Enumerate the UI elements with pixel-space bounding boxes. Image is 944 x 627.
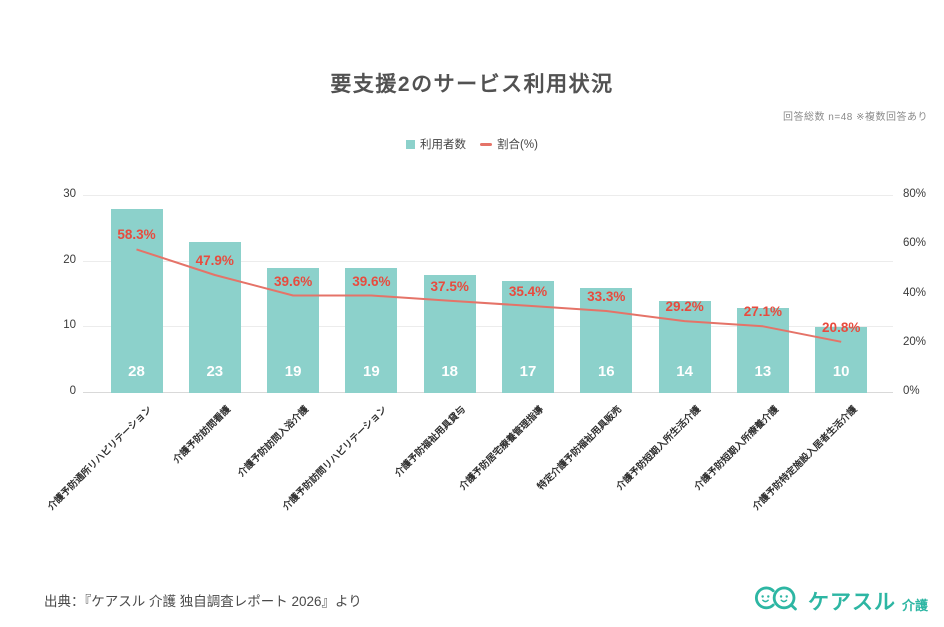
left-axis-tick-label: 30 [63, 188, 76, 200]
percent-label: 37.5% [430, 278, 469, 294]
left-axis-tick-label: 0 [69, 385, 76, 397]
legend-users-label: 利用者数 [420, 139, 467, 151]
category-label: 介護予防居宅療養管理指導 [457, 404, 546, 493]
bar [815, 327, 868, 393]
logo-brand-suffix: 介護 [901, 598, 928, 613]
category-label: 介護予防訪問入浴介護 [236, 404, 312, 480]
percent-label: 20.8% [822, 319, 861, 335]
percent-label: 27.1% [743, 304, 783, 320]
bar-series-swatch-icon [406, 139, 416, 149]
bar-value-label: 10 [832, 363, 850, 380]
sample-size-note: 回答総数 n=48 ※複数回答あり [783, 112, 928, 123]
source-citation: 出典：『ケアスル 介護 独自調査レポート 2026』より [44, 594, 362, 609]
bar-value-label: 18 [441, 363, 459, 380]
percent-label: 39.6% [273, 273, 313, 289]
bar-value-label: 14 [676, 363, 693, 380]
chart-title: 要支援2のサービス利用状況 [330, 73, 614, 96]
logo-brand-text: ケアスル [807, 591, 896, 614]
percent-label: 29.2% [665, 299, 704, 315]
left-axis-tick-label: 10 [63, 319, 76, 332]
bar-value-label: 16 [597, 363, 615, 380]
left-axis-tick-label: 20 [63, 253, 76, 266]
bar-value-label: 19 [284, 363, 302, 380]
category-label: 介護予防短期入所療養介護 [692, 404, 781, 493]
right-axis-tick-label: 0% [903, 385, 920, 397]
right-axis-tick-label: 60% [903, 237, 927, 250]
gridline [83, 195, 893, 196]
percent-label: 35.4% [508, 283, 548, 299]
percent-label: 47.9% [195, 253, 234, 268]
category-label: 介護予防通所リハビリテーション [45, 404, 155, 513]
caresul-smiley-faces-icon [754, 586, 797, 611]
percent-label: 39.6% [352, 273, 391, 289]
bar-value-label: 19 [363, 363, 380, 380]
legend-item-ratio: 割合(%) [480, 136, 538, 152]
category-label: 介護予防福祉用具貸与 [392, 404, 468, 480]
line-series-swatch-icon [480, 142, 493, 146]
category-label: 介護予防短期入所生活介護 [614, 404, 703, 493]
category-label: 介護予防訪問看護 [171, 404, 233, 466]
chart-legend: 利用者数 割合(%) [0, 136, 944, 152]
legend-item-users: 利用者数 [406, 136, 466, 152]
right-axis-tick-label: 80% [903, 188, 927, 200]
bar-value-label: 17 [519, 363, 537, 380]
bar-value-label: 28 [128, 363, 145, 380]
gridline [83, 392, 893, 393]
bar-value-label: 23 [206, 363, 224, 380]
percent-label: 33.3% [587, 289, 626, 304]
legend-ratio-label: 割合(%) [497, 139, 538, 151]
right-axis-tick-label: 20% [903, 335, 927, 348]
percent-label: 58.3% [117, 227, 156, 243]
caresul-logo: ケアスル 介護 [752, 579, 928, 613]
bar [736, 307, 789, 393]
category-label: 特定介護予防福祉用具販売 [535, 404, 625, 493]
right-axis-tick-label: 40% [903, 286, 927, 299]
bar-value-label: 13 [754, 363, 772, 380]
